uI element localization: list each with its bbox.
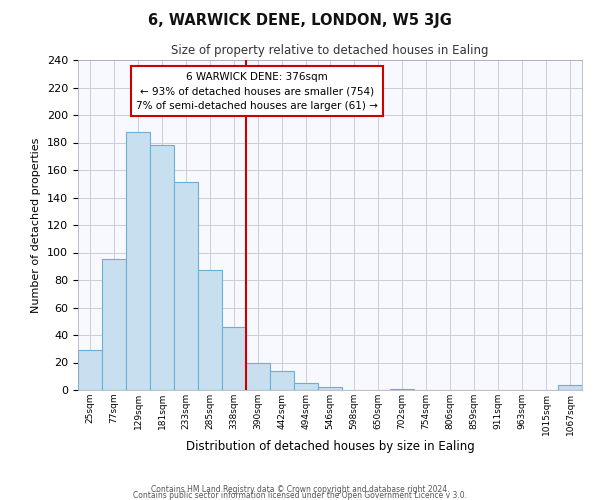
Bar (246, 362, 270, 390)
Bar (102, 260, 126, 390)
Bar (558, 384, 582, 390)
Text: Contains public sector information licensed under the Open Government Licence v : Contains public sector information licen… (133, 490, 467, 500)
Y-axis label: Number of detached properties: Number of detached properties (31, 138, 41, 312)
Bar (318, 387, 342, 390)
Bar (150, 145, 174, 390)
Bar (174, 182, 198, 390)
Bar (222, 327, 246, 390)
Bar (270, 371, 294, 390)
Text: 6, WARWICK DENE, LONDON, W5 3JG: 6, WARWICK DENE, LONDON, W5 3JG (148, 12, 452, 28)
Bar (126, 132, 150, 390)
Bar (294, 383, 318, 390)
Bar (78, 350, 102, 390)
X-axis label: Distribution of detached houses by size in Ealing: Distribution of detached houses by size … (185, 440, 475, 454)
Title: Size of property relative to detached houses in Ealing: Size of property relative to detached ho… (171, 44, 489, 58)
Bar (390, 388, 414, 390)
Bar (198, 270, 222, 390)
Text: 6 WARWICK DENE: 376sqm
← 93% of detached houses are smaller (754)
7% of semi-det: 6 WARWICK DENE: 376sqm ← 93% of detached… (136, 72, 378, 111)
Text: Contains HM Land Registry data © Crown copyright and database right 2024.: Contains HM Land Registry data © Crown c… (151, 485, 449, 494)
